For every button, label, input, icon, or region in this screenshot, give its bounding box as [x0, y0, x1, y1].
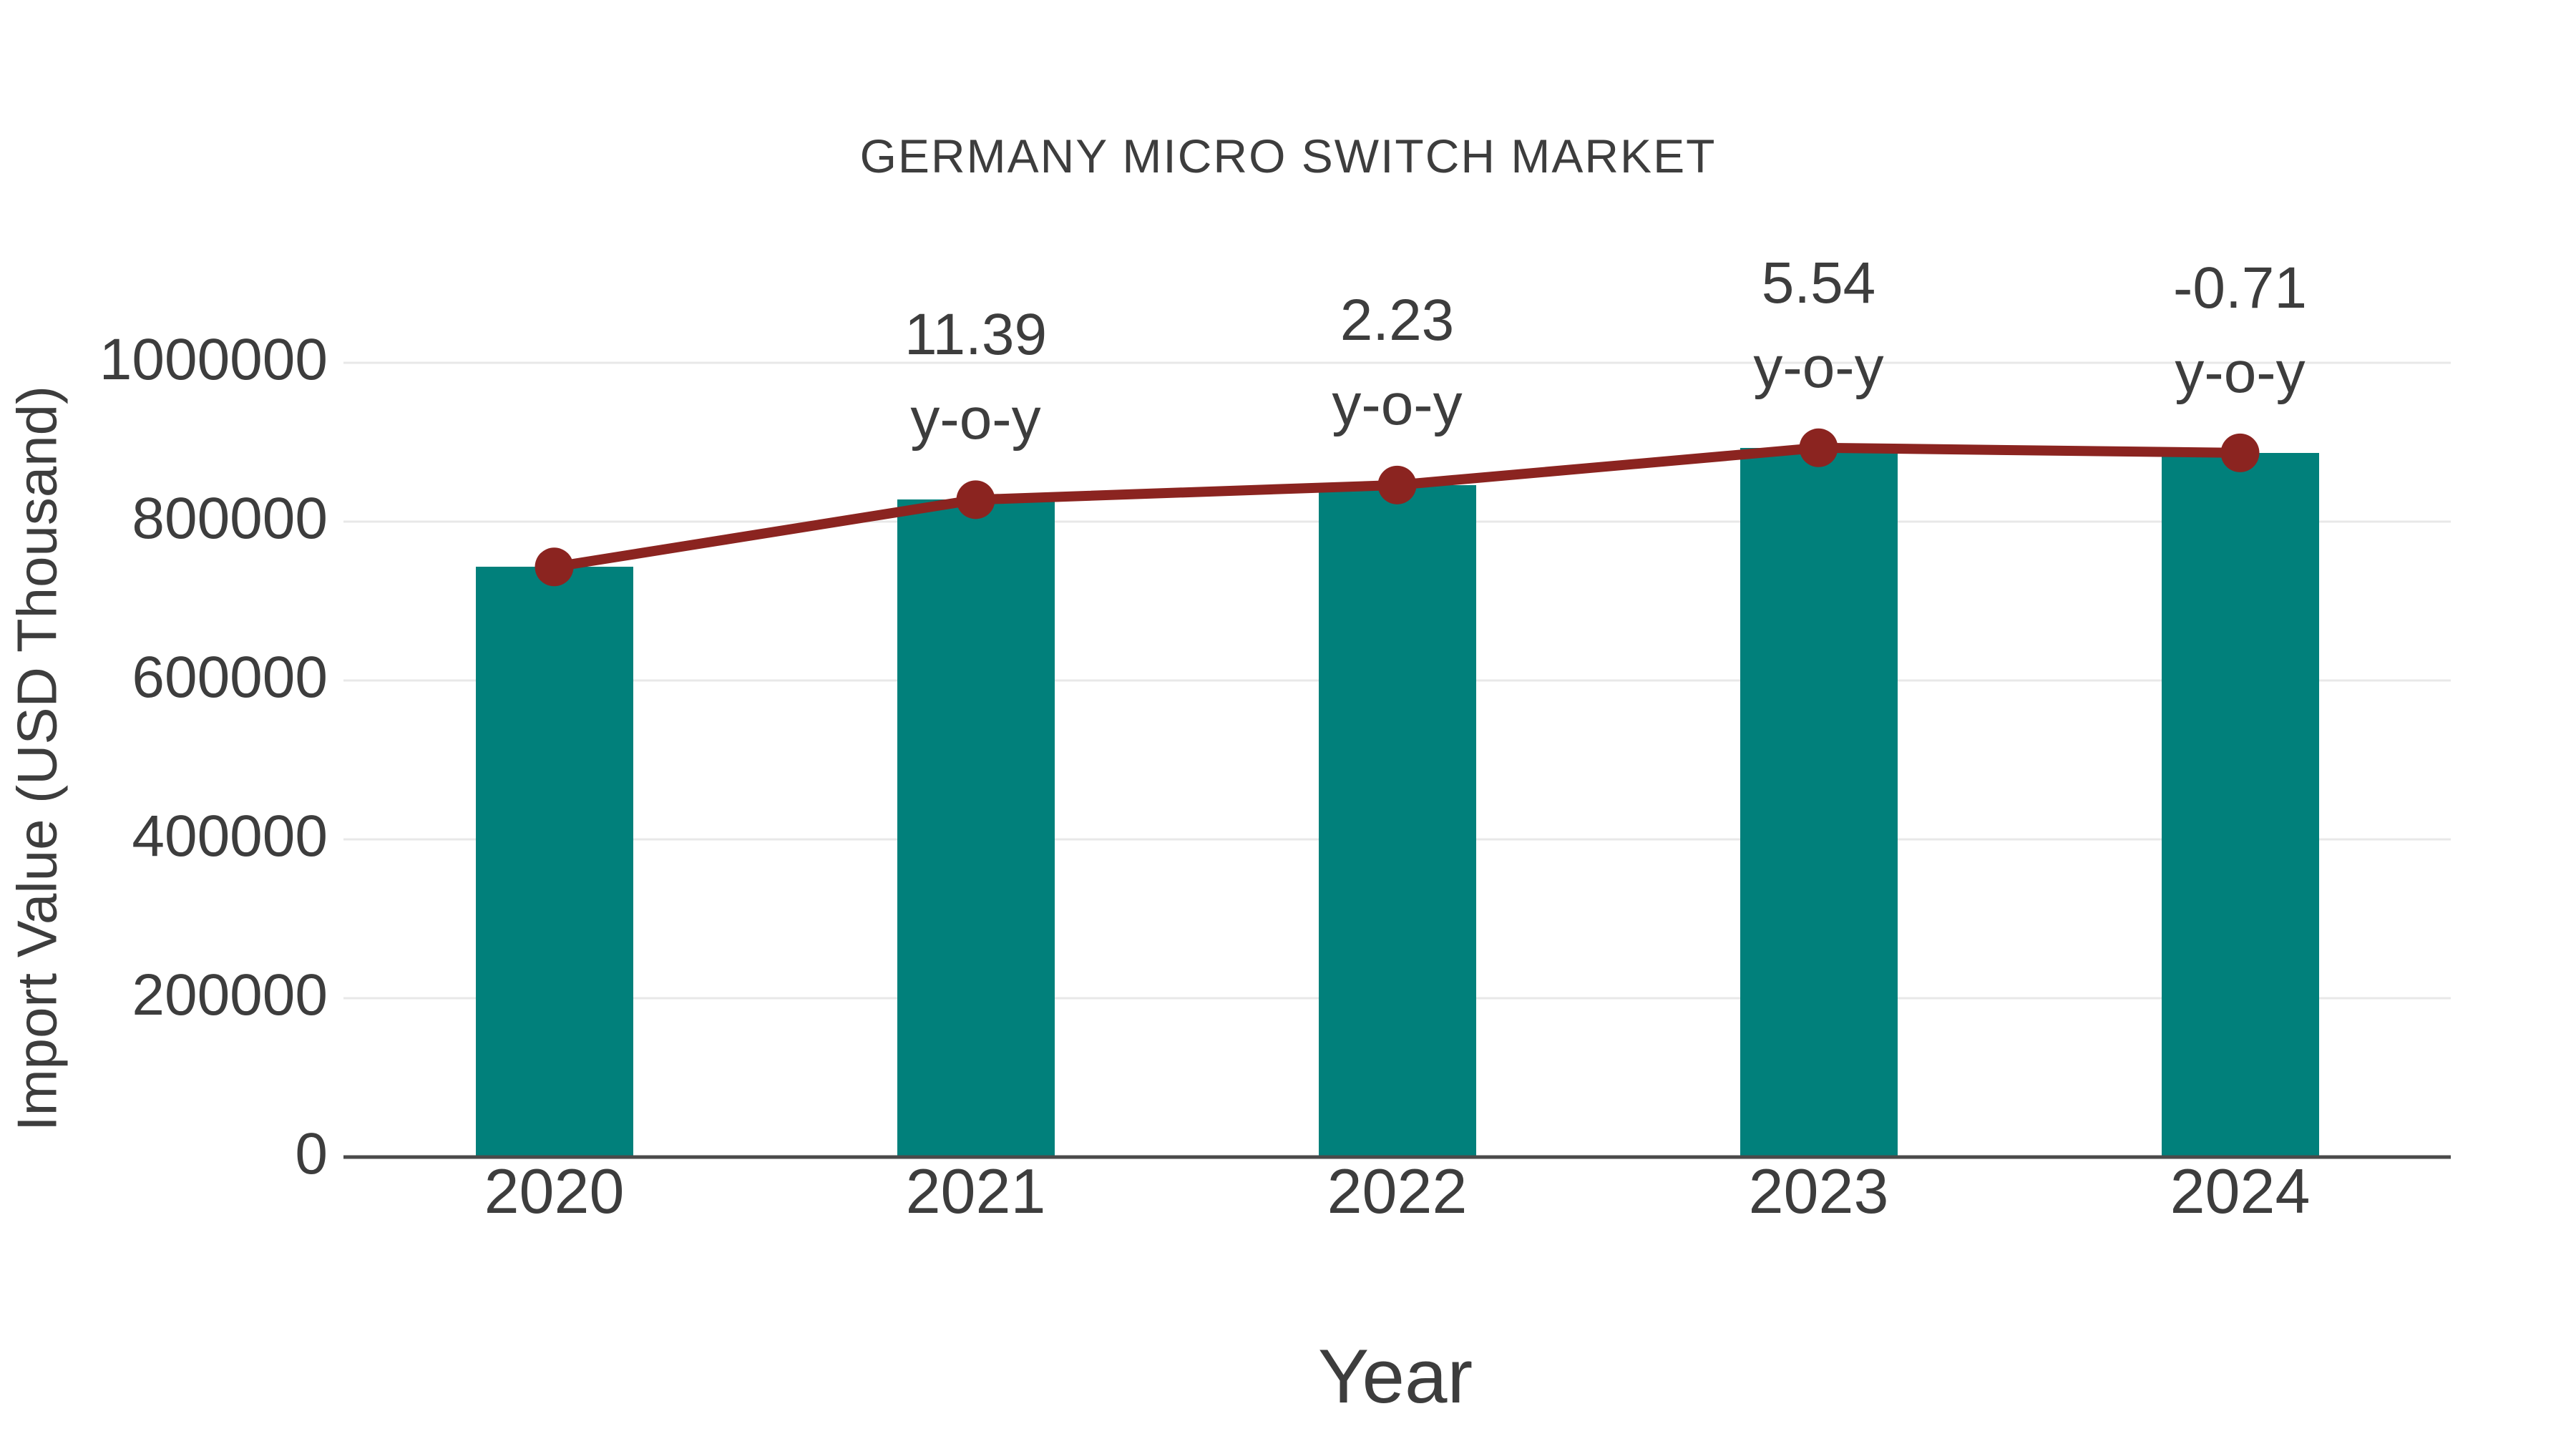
x-tick-label-2022: 2022 — [1327, 1156, 1468, 1226]
y-tick-label: 200000 — [132, 962, 328, 1028]
trend-marker-2022 — [1377, 465, 1417, 504]
trend-marker-2020 — [535, 547, 574, 587]
y-tick-label: 600000 — [132, 645, 328, 711]
trend-marker-2024 — [2220, 433, 2260, 472]
yoy-value-2023: 5.54 — [1761, 250, 1876, 316]
bar-2024 — [2161, 452, 2319, 1157]
y-tick-label: 400000 — [132, 804, 328, 869]
chart-title: GERMANY MICRO SWITCH MARKET — [859, 130, 1717, 182]
trend-line — [553, 442, 2240, 572]
yoy-value-2024: -0.71 — [2173, 255, 2307, 321]
x-tick-label-2024: 2024 — [2170, 1156, 2311, 1226]
yoy-value-2022: 2.23 — [1340, 287, 1455, 353]
yoy-suffix-2021: y-o-y — [910, 386, 1041, 452]
trend-marker-2021 — [956, 480, 995, 519]
x-tick-label-2023: 2023 — [1748, 1156, 1889, 1226]
x-axis-title: Year — [1317, 1333, 1473, 1419]
x-axis-line — [343, 1155, 2451, 1159]
bar-2020 — [475, 567, 633, 1157]
yoy-suffix-2023: y-o-y — [1753, 334, 1884, 400]
yoy-suffix-2024: y-o-y — [2175, 339, 2306, 405]
x-tick-label-2020: 2020 — [484, 1156, 625, 1226]
bar-2022 — [1318, 484, 1476, 1157]
y-tick-label: 1000000 — [99, 327, 328, 393]
gridline-1000000 — [343, 361, 2451, 364]
trend-marker-2023 — [1799, 428, 1838, 467]
yoy-suffix-2022: y-o-y — [1332, 371, 1463, 437]
x-tick-label-2021: 2021 — [905, 1156, 1046, 1226]
bar-2021 — [897, 499, 1055, 1157]
y-tick-label: 800000 — [132, 486, 328, 552]
yoy-value-2021: 11.39 — [904, 302, 1048, 368]
bar-2023 — [1740, 447, 1898, 1157]
y-tick-label: 0 — [295, 1121, 328, 1187]
